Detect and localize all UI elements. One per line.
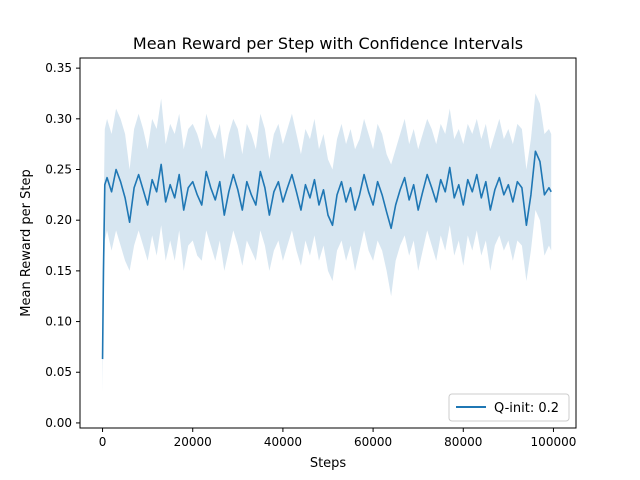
legend-box xyxy=(448,393,570,422)
y-tick-label: 0.35 xyxy=(45,61,72,75)
y-tick-label: 0.00 xyxy=(45,416,72,430)
y-axis-ticks: 0.00 0.05 0.10 0.15 0.20 0.25 0.30 0.35 xyxy=(45,61,80,430)
x-axis-ticks: 0 20000 40000 60000 80000 100000 xyxy=(99,428,577,449)
chart-title: Mean Reward per Step with Confidence Int… xyxy=(133,34,523,53)
plot-area xyxy=(101,93,552,393)
x-tick-label: 0 xyxy=(99,435,107,449)
series-line-mean-reward xyxy=(101,150,552,360)
y-axis-label: Mean Reward per Step xyxy=(19,169,34,316)
y-tick-label: 0.30 xyxy=(45,112,72,126)
x-tick-label: 60000 xyxy=(354,435,392,449)
x-tick-label: 80000 xyxy=(444,435,482,449)
y-tick-label: 0.10 xyxy=(45,315,72,329)
x-axis-label: Steps xyxy=(310,456,347,471)
y-tick-label: 0.20 xyxy=(45,213,72,227)
x-tick-label: 20000 xyxy=(174,435,212,449)
x-tick-label: 40000 xyxy=(264,435,302,449)
x-tick-label: 100000 xyxy=(531,435,577,449)
confidence-band xyxy=(102,93,552,393)
y-tick-label: 0.25 xyxy=(45,163,72,177)
y-tick-label: 0.05 xyxy=(45,365,72,379)
legend-entry-label: Q-init: 0.2 xyxy=(494,401,559,416)
axes-frame xyxy=(79,57,577,429)
legend: Q-init: 0.2 xyxy=(448,393,570,422)
y-tick-label: 0.15 xyxy=(45,264,72,278)
